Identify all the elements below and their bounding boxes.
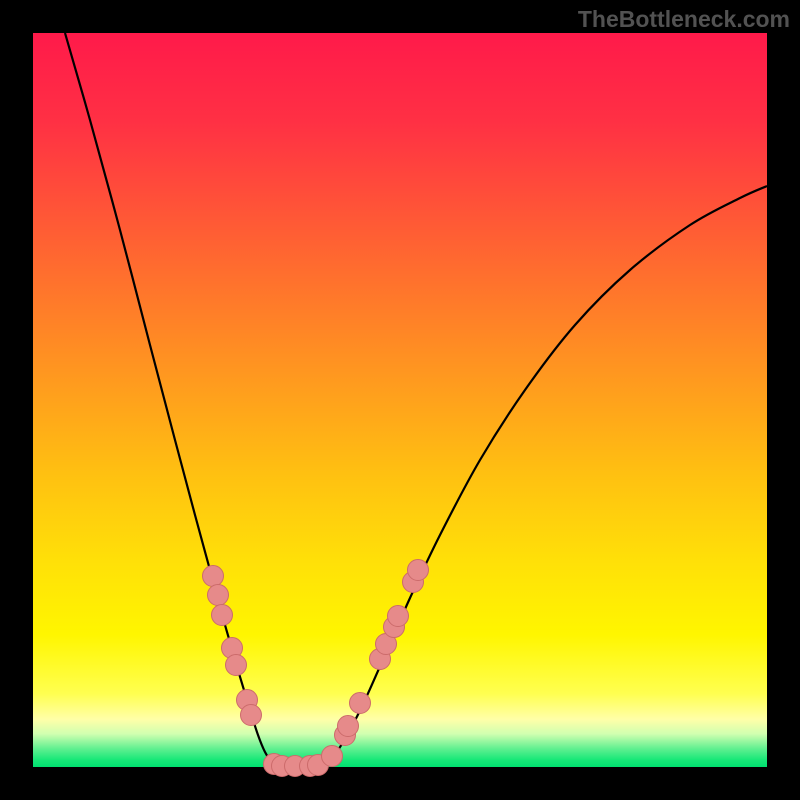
data-point [225,654,247,676]
chart-container: TheBottleneck.com [0,0,800,800]
data-point [240,704,262,726]
data-point [387,605,409,627]
plot-area [33,33,767,767]
data-point [211,604,233,626]
watermark-text: TheBottleneck.com [578,6,790,33]
data-point [207,584,229,606]
data-point [321,745,343,767]
data-point [349,692,371,714]
data-point [337,715,359,737]
data-point [407,559,429,581]
